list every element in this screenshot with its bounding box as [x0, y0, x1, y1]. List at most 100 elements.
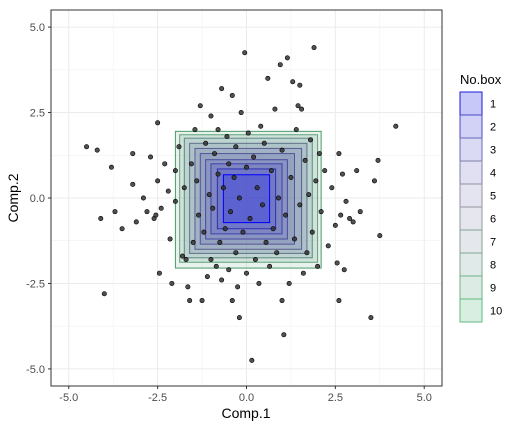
- data-point: [274, 250, 280, 256]
- data-point: [279, 147, 285, 153]
- data-point: [263, 239, 269, 245]
- data-point: [244, 270, 250, 276]
- data-point: [144, 209, 150, 215]
- data-point: [172, 198, 178, 204]
- data-point: [339, 171, 345, 177]
- data-point: [119, 226, 125, 232]
- data-point: [259, 202, 265, 208]
- data-point: [341, 267, 347, 273]
- data-point: [270, 226, 276, 232]
- data-point: [162, 161, 168, 167]
- x-tick-label: -2.5: [148, 392, 167, 404]
- data-point: [309, 229, 315, 235]
- data-point: [187, 298, 193, 304]
- legend-key-5: [459, 183, 483, 208]
- data-point: [98, 216, 104, 222]
- data-point: [130, 181, 136, 187]
- x-axis-title: Comp.1: [221, 405, 270, 421]
- data-point: [334, 260, 340, 266]
- data-point: [357, 209, 363, 215]
- legend-label: 8: [490, 260, 496, 272]
- y-tick-label: 5.0: [30, 22, 45, 34]
- data-point: [201, 229, 207, 235]
- data-point: [291, 236, 297, 242]
- y-axis-title: Comp.2: [5, 173, 21, 222]
- y-tick-label: 2.5: [30, 108, 45, 120]
- data-point: [261, 140, 267, 146]
- data-point: [217, 239, 223, 245]
- data-point: [226, 267, 232, 273]
- legend-key-4: [459, 160, 483, 185]
- data-point: [283, 212, 289, 218]
- data-point: [238, 110, 244, 116]
- data-point: [332, 222, 338, 228]
- x-axis-ticks: -5.0 -2.5 0.0 2.5 5.0: [59, 386, 432, 404]
- data-point: [224, 133, 230, 139]
- data-point: [208, 113, 214, 119]
- data-point: [228, 209, 234, 215]
- data-point: [293, 127, 299, 133]
- data-point: [176, 144, 182, 150]
- data-point: [180, 253, 186, 259]
- data-point: [112, 209, 118, 215]
- data-point: [350, 219, 356, 225]
- data-point: [236, 195, 242, 201]
- data-point: [148, 154, 154, 160]
- data-point: [183, 257, 189, 263]
- data-point: [322, 168, 328, 174]
- x-tick-label: -5.0: [59, 392, 78, 404]
- legend-items: 1 2 3 4 5 6 7 8 9 10: [459, 91, 502, 323]
- y-axis-ticks: -5.0 -2.5 0.0 2.5 5.0: [26, 22, 51, 376]
- data-point: [297, 202, 303, 208]
- grid-lines: [51, 10, 442, 386]
- data-point: [133, 219, 139, 225]
- data-point: [167, 236, 173, 242]
- legend-label: 7: [490, 237, 496, 249]
- data-point: [311, 45, 317, 51]
- data-point: [108, 164, 114, 170]
- data-point: [169, 280, 175, 286]
- data-point: [231, 174, 237, 180]
- data-point: [165, 188, 171, 194]
- box-2: [216, 168, 277, 230]
- data-point: [249, 357, 255, 363]
- box-10: [174, 130, 322, 269]
- data-point: [155, 120, 161, 126]
- data-point: [290, 79, 296, 85]
- box-6: [194, 147, 303, 250]
- data-point: [318, 209, 324, 215]
- data-point: [219, 86, 225, 92]
- box-1: [222, 174, 271, 224]
- data-point: [336, 151, 342, 157]
- data-point: [208, 257, 214, 263]
- data-point: [265, 75, 271, 81]
- data-point: [84, 144, 90, 150]
- data-point: [247, 216, 253, 222]
- data-point: [210, 205, 216, 211]
- data-point: [172, 168, 178, 174]
- data-point: [325, 243, 331, 249]
- data-point: [343, 198, 349, 204]
- data-point: [299, 106, 305, 112]
- data-point: [101, 291, 107, 297]
- data-point: [275, 195, 281, 201]
- data-point: [300, 270, 306, 276]
- data-point: [215, 171, 221, 177]
- data-point: [297, 82, 303, 88]
- legend-label: 2: [490, 122, 496, 134]
- data-point: [156, 270, 162, 276]
- point-layer: [84, 45, 399, 363]
- data-point: [377, 233, 383, 239]
- x-tick-label: 0.0: [239, 392, 254, 404]
- data-point: [226, 161, 232, 167]
- data-point: [306, 192, 312, 198]
- data-point: [94, 147, 100, 153]
- data-point: [302, 157, 308, 163]
- data-point: [212, 151, 218, 157]
- data-point: [220, 185, 226, 191]
- data-point: [316, 151, 322, 157]
- legend-key-10: [459, 298, 483, 323]
- data-point: [295, 103, 301, 109]
- data-point: [368, 315, 374, 321]
